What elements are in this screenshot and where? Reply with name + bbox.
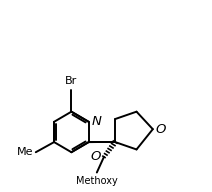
Text: Br: Br (65, 76, 78, 86)
Text: N: N (92, 115, 102, 128)
Text: Methoxy: Methoxy (76, 176, 118, 186)
Text: O: O (156, 123, 166, 136)
Text: Me: Me (17, 147, 33, 157)
Text: O: O (91, 150, 101, 163)
